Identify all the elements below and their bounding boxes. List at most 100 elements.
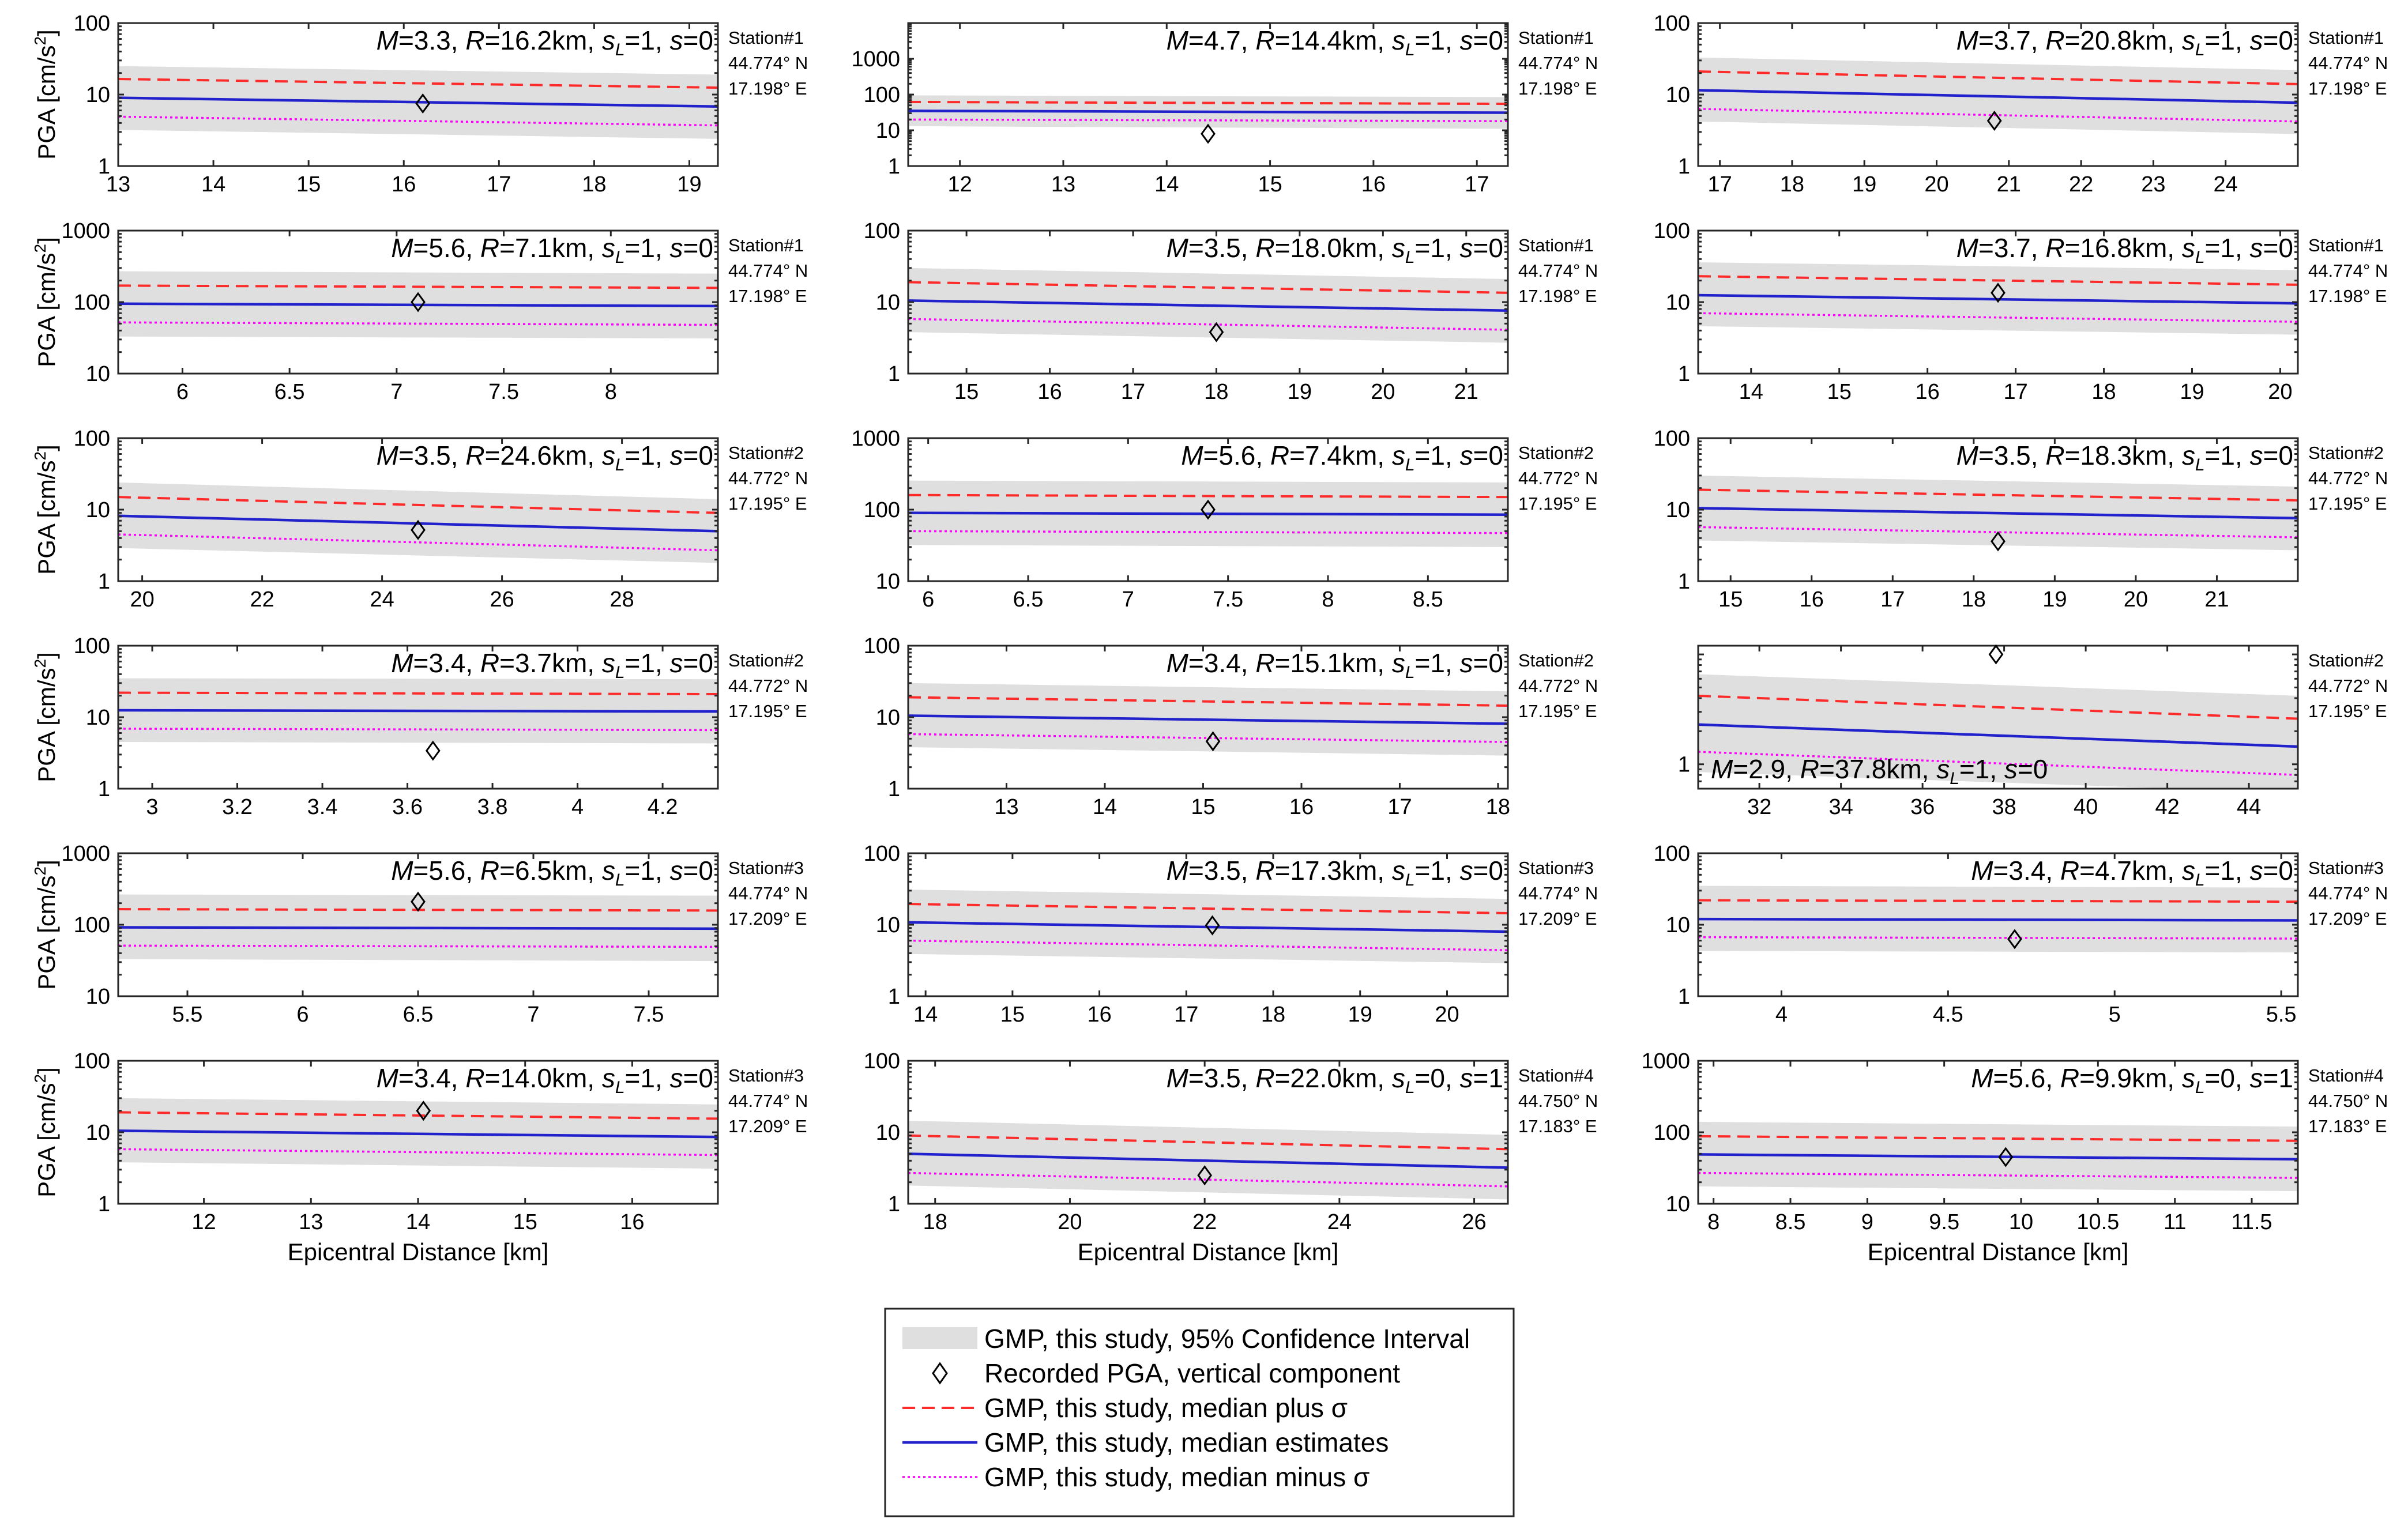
median-minus-sigma-line: [1698, 751, 2298, 776]
y-tick-label: 100: [74, 427, 110, 451]
median-line: [1698, 723, 2298, 748]
median-line: [1698, 917, 2298, 922]
x-tick-label: 13: [299, 1210, 323, 1234]
x-tick-label: 7.5: [1213, 587, 1243, 612]
x-tick-label: 22: [2069, 172, 2093, 197]
station-latitude: 44.774° N: [2308, 53, 2388, 73]
y-tick-label: 1: [1678, 985, 1690, 1009]
x-tick-label: 21: [2204, 587, 2229, 612]
y-tick-label: 1: [98, 1192, 110, 1216]
median-line: [118, 926, 718, 930]
station-name: Station#2: [1518, 650, 1594, 670]
x-tick-label: 18: [1962, 587, 1986, 612]
y-tick-label: 100: [74, 913, 110, 937]
station-latitude: 44.774° N: [728, 1091, 808, 1111]
x-tick-label: 11.5: [2231, 1210, 2272, 1234]
x-tick-label: 15: [513, 1210, 537, 1234]
station-longitude: 17.198° E: [728, 78, 807, 99]
x-tick-label: 22: [250, 587, 274, 612]
x-tick-label: 15: [1258, 172, 1282, 197]
x-tick-label: 16: [1289, 795, 1314, 819]
recorded-pga-marker: [1998, 1147, 2014, 1167]
x-tick-label: 17: [1121, 380, 1145, 404]
x-tick-label: 20: [2124, 587, 2148, 612]
legend-marker-swatch: [932, 1362, 948, 1385]
station-longitude: 17.209° E: [728, 1116, 807, 1136]
x-tick-label: 9: [1861, 1210, 1873, 1234]
median-plus-sigma-line: [1698, 899, 2298, 903]
chart-panel-11: 13 14 15 16 17 18 1 10 100 M=3.4, R=15.1km, sL=1,…: [864, 634, 1598, 819]
y-tick-label: 10: [876, 706, 900, 730]
median-line: [1698, 89, 2298, 104]
chart-panel-15: 4 4.5 5 5.5 1 10 100 M=3.4, R=4.7km, sL=1, s=0 S…: [1654, 842, 2388, 1027]
recorded-pga-marker: [1988, 644, 2004, 665]
x-tick-label: 20: [1924, 172, 1948, 197]
x-tick-label: 6.5: [403, 1003, 434, 1027]
x-tick-label: 11: [2164, 1210, 2186, 1234]
x-tick-label: 20: [1371, 380, 1395, 404]
plot-area: [1698, 475, 2298, 551]
median-plus-sigma-line: [118, 496, 718, 514]
plot-area: [118, 1098, 718, 1169]
panel-annotation: M=3.5, R=24.6km, sL=1, s=0: [377, 440, 713, 474]
x-tick-label: 18: [582, 172, 606, 197]
station-latitude: 44.772° N: [2308, 468, 2388, 488]
median-minus-sigma-line: [908, 530, 1508, 534]
x-tick-label: 13: [1051, 172, 1075, 197]
y-tick-label: 100: [74, 634, 110, 658]
x-tick-label: 6.5: [1013, 587, 1044, 612]
panel-annotation: M=5.6, R=7.1km, sL=1, s=0: [391, 233, 713, 267]
x-tick-label: 17: [1465, 172, 1489, 197]
x-tick-label: 20: [2268, 380, 2292, 404]
median-line: [908, 511, 1508, 517]
axes-box: [1697, 645, 2299, 790]
station-longitude: 17.198° E: [2308, 78, 2387, 99]
station-name: Station#1: [1518, 235, 1594, 255]
panel-annotation: M=3.5, R=18.3km, sL=1, s=0: [1956, 440, 2293, 474]
station-name: Station#2: [728, 650, 804, 670]
x-axis-label: Epicentral Distance [km]: [1078, 1238, 1339, 1265]
x-tick-label: 18: [1780, 172, 1804, 197]
station-latitude: 44.774° N: [728, 53, 808, 73]
legend-label: Recorded PGA, vertical component: [984, 1358, 1400, 1388]
chart-panel-7: 20 22 24 26 28 1 10 100 M=3.5, R=24.6km, sL=1, s…: [31, 427, 808, 612]
median-plus-sigma-line: [908, 281, 1508, 294]
x-tick-label: 5.5: [172, 1003, 203, 1027]
median-minus-sigma-line: [1698, 108, 2298, 123]
y-tick-label: 1: [98, 570, 110, 594]
median-minus-sigma-line: [1698, 936, 2298, 940]
recorded-pga-marker: [425, 740, 441, 761]
x-tick-label: 19: [677, 172, 701, 197]
x-tick-label: 22: [1192, 1210, 1217, 1234]
y-tick-label: 10: [876, 291, 900, 315]
panel-annotation: M=3.5, R=17.3km, sL=1, s=0: [1167, 856, 1503, 890]
recorded-pga-marker: [1205, 731, 1221, 752]
x-tick-label: 21: [1997, 172, 2021, 197]
plot-area: [908, 1120, 1508, 1200]
y-tick-label: 1: [1678, 155, 1690, 179]
x-tick-label: 17: [487, 172, 511, 197]
chart-panel-10: 3 3.2 3.4 3.6 3.8 4 4.2 1 10 100 M=3.4, R=3.7km, s…: [31, 634, 808, 819]
x-tick-label: 18: [1486, 795, 1510, 819]
median-line: [118, 514, 718, 533]
chart-panel-13: 5.5 6 6.5 7 7.5 10 100 1000 M=5.6, R=6.5km, sL=1…: [31, 842, 808, 1027]
x-tick-label: 14: [201, 172, 225, 197]
median-minus-sigma-line: [118, 533, 718, 552]
station-name: Station#1: [2308, 235, 2384, 255]
median-plus-sigma-line: [118, 1111, 718, 1120]
legend-label: GMP, this study, median estimates: [984, 1427, 1389, 1457]
x-tick-label: 20: [130, 587, 154, 612]
legend-frame: [884, 1308, 1515, 1517]
x-tick-label: 7.5: [488, 380, 519, 404]
recorded-pga-marker: [1986, 110, 2002, 131]
y-tick-label: 1000: [61, 219, 110, 243]
x-tick-label: 6: [176, 380, 189, 404]
chart-panel-3: 17 18 19 20 21 22 23 24 1 10 100 M=3.7, R=20.8km, s…: [1654, 12, 2388, 197]
y-tick-label: 10: [876, 570, 900, 594]
x-tick-label: 15: [1827, 380, 1852, 404]
station-longitude: 17.195° E: [2308, 493, 2387, 514]
panel-annotation: M=5.6, R=9.9km, sL=0, s=1: [1971, 1063, 2293, 1097]
y-tick-label: 1000: [851, 427, 900, 451]
x-tick-label: 20: [1058, 1210, 1082, 1234]
x-tick-label: 16: [1037, 380, 1062, 404]
